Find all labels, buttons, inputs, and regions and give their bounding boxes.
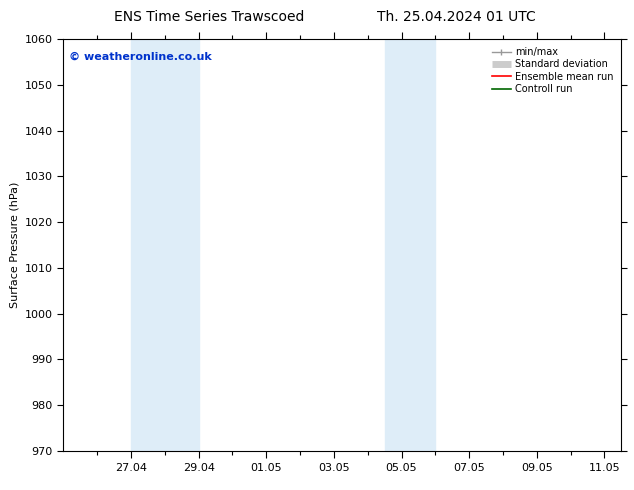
Legend: min/max, Standard deviation, Ensemble mean run, Controll run: min/max, Standard deviation, Ensemble me… [489,44,616,97]
Bar [131,39,198,451]
Text: Th. 25.04.2024 01 UTC: Th. 25.04.2024 01 UTC [377,10,536,24]
Bar [385,39,436,451]
Text: © weatheronline.co.uk: © weatheronline.co.uk [69,51,212,62]
Text: ENS Time Series Trawscoed: ENS Time Series Trawscoed [114,10,304,24]
Y-axis label: Surface Pressure (hPa): Surface Pressure (hPa) [10,182,19,308]
